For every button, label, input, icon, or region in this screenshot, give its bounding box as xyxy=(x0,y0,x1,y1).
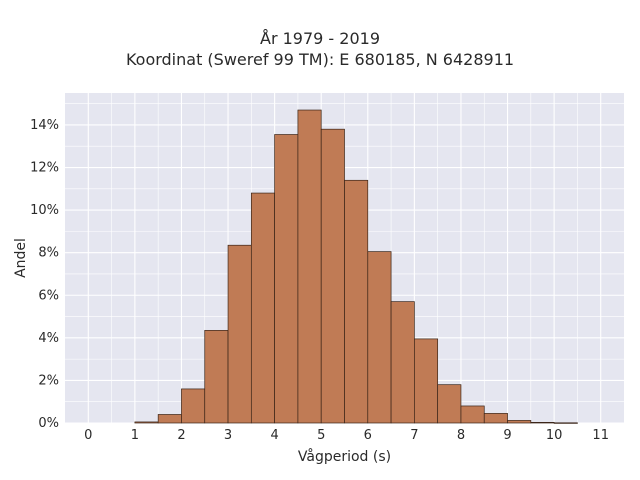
histogram-bar xyxy=(553,422,578,424)
histogram-bar xyxy=(134,421,159,424)
y-axis-label: Andel xyxy=(13,238,29,278)
y-tick-label: 12% xyxy=(30,161,59,176)
histogram-bar xyxy=(437,384,462,424)
x-tick-labels: 0 1 2 3 4 5 6 7 8 9 10 11 xyxy=(84,428,609,443)
bars xyxy=(134,109,578,424)
histogram-bar xyxy=(157,414,182,424)
x-tick-label: 2 xyxy=(177,428,185,443)
x-tick-label: 11 xyxy=(592,428,609,443)
x-tick-label: 6 xyxy=(364,428,372,443)
histogram-bar xyxy=(204,330,229,424)
histogram-bar xyxy=(530,422,555,424)
histogram-bar xyxy=(390,301,415,424)
histogram-bar xyxy=(344,179,369,424)
y-tick-label: 14% xyxy=(30,118,59,133)
x-axis-label: Vågperiod (s) xyxy=(298,448,391,465)
y-tick-label: 6% xyxy=(38,288,59,303)
histogram-bar xyxy=(250,192,275,424)
histogram-bar xyxy=(181,388,206,424)
x-tick-label: 4 xyxy=(270,428,278,443)
y-tick-labels: 0% 2% 4% 6% 8% 10% 12% 14% xyxy=(30,118,59,431)
histogram-bar xyxy=(460,405,485,424)
y-tick-label: 8% xyxy=(38,246,59,261)
histogram-bar xyxy=(227,244,252,424)
x-tick-label: 1 xyxy=(131,428,139,443)
histogram-bar xyxy=(274,134,299,424)
y-tick-label: 0% xyxy=(38,416,59,431)
y-tick-label: 2% xyxy=(38,373,59,388)
histogram-bar xyxy=(414,338,439,424)
x-tick-label: 5 xyxy=(317,428,325,443)
histogram-bar xyxy=(367,251,392,424)
histogram-bar xyxy=(320,128,345,424)
chart-title-line-1: År 1979 - 2019 xyxy=(260,29,380,48)
chart-title-line-2: Koordinat (Sweref 99 TM): E 680185, N 64… xyxy=(125,50,515,69)
x-tick-label: 7 xyxy=(410,428,418,443)
histogram-bar xyxy=(297,109,322,424)
x-tick-label: 3 xyxy=(224,428,232,443)
y-tick-label: 4% xyxy=(38,331,59,346)
x-tick-label: 0 xyxy=(84,428,92,443)
x-tick-label: 8 xyxy=(457,428,465,443)
histogram-bar xyxy=(507,420,532,424)
y-tick-label: 10% xyxy=(30,203,59,218)
x-tick-label: 10 xyxy=(546,428,563,443)
histogram-bar xyxy=(483,413,508,424)
x-tick-label: 9 xyxy=(503,428,511,443)
